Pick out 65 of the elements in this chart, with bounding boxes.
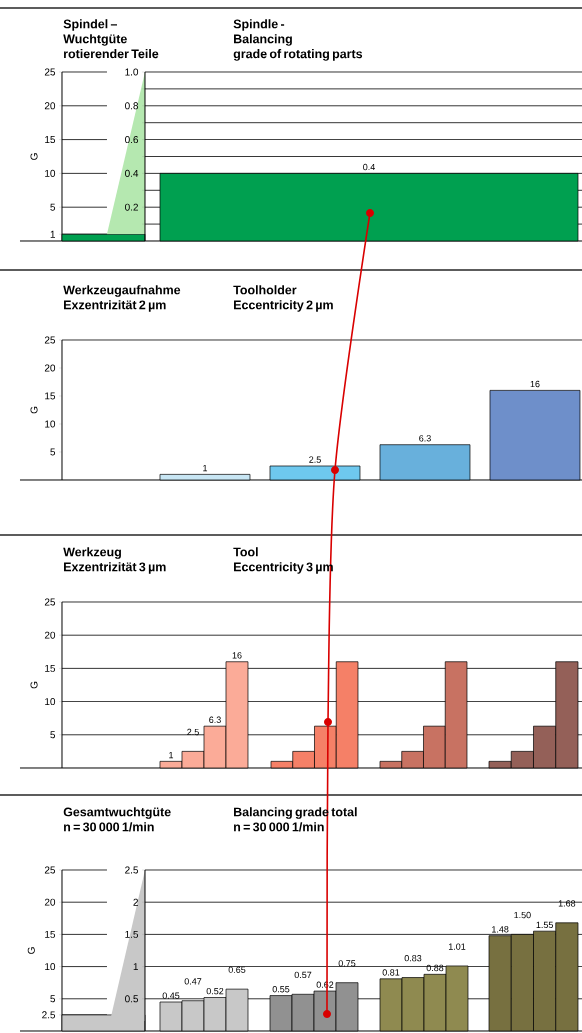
data-label: 0.81 <box>382 969 400 976</box>
y2-tick-label: 2.5 <box>125 866 139 874</box>
y2-tick-label: 0.6 <box>125 136 139 144</box>
y-tick-label: 25 <box>44 336 56 344</box>
y-tick-label: 5 <box>50 995 56 1003</box>
chart-title: Gesamtwuchtgüte n = 30 000 1/min <box>63 807 171 832</box>
y-tick-label: 5 <box>50 731 56 739</box>
y2-tick-label: 0.4 <box>125 169 139 177</box>
y-tick-label: 25 <box>44 598 56 606</box>
chart-title: Spindel – Wuchtgüte rotierender Teile <box>63 19 159 59</box>
chart-subtitle: Spindle - Balancing grade of rotating parts <box>233 19 363 61</box>
y2-tick-label: 0.8 <box>125 102 139 110</box>
data-label: 0.65 <box>228 966 246 973</box>
y2-tick-label: 2 <box>133 898 138 906</box>
y-axis-title: G <box>30 681 38 689</box>
data-label: 0.57 <box>294 971 312 979</box>
y-tick-label: 2.5 <box>42 1011 56 1019</box>
y-tick-label: 10 <box>45 169 56 177</box>
data-label: 2.5 <box>309 456 321 463</box>
data-label: 2.5 <box>187 728 199 736</box>
data-label: 1 <box>203 465 208 472</box>
data-label: 1.68 <box>558 900 576 907</box>
y-tick-label: 5 <box>50 203 56 211</box>
data-label: 1.01 <box>448 943 466 950</box>
data-label: 1.55 <box>536 921 553 928</box>
chart-subtitle: Toolholder Eccentricity 2 µm <box>233 285 333 312</box>
data-label: 0.4 <box>363 163 375 171</box>
data-label: 0.83 <box>404 954 422 962</box>
y-axis-title: G <box>30 153 38 160</box>
y-axis-title: G <box>30 406 38 414</box>
y-tick-label: 10 <box>45 963 56 971</box>
data-label: 16 <box>530 380 540 388</box>
y2-tick-label: 1.5 <box>125 930 139 938</box>
y-tick-label: 10 <box>45 420 56 428</box>
data-label: 0.75 <box>338 960 356 967</box>
y-tick-label: 20 <box>44 631 56 639</box>
data-label: 1.48 <box>492 926 509 933</box>
y2-tick-label: 0.5 <box>125 995 139 1003</box>
data-label: 0.52 <box>206 987 224 995</box>
y-tick-label: 1 <box>50 230 55 238</box>
data-label: 0.45 <box>162 992 180 999</box>
y-tick-label: 10 <box>45 698 56 706</box>
y2-tick-label: 0.2 <box>125 203 138 211</box>
data-label: 0.55 <box>272 986 290 993</box>
y-tick-label: 20 <box>44 364 56 372</box>
y-axis-title: G <box>27 947 35 954</box>
y-tick-label: 15 <box>45 136 56 144</box>
y-tick-label: 20 <box>44 898 56 906</box>
y2-tick-label: 1.0 <box>125 68 139 76</box>
y-tick-label: 20 <box>44 102 56 110</box>
y-tick-label: 5 <box>50 448 56 456</box>
data-label: 0.47 <box>184 978 202 985</box>
data-label: 16 <box>232 652 242 659</box>
chart-title: Werkzeug Exzentrizität 3 µm <box>63 547 166 574</box>
data-label: 6.3 <box>419 435 431 442</box>
y-tick-label: 15 <box>45 664 56 672</box>
chart-title: Werkzeugaufnahme Exzentrizität 2 µm <box>63 285 181 312</box>
y-tick-label: 15 <box>45 930 56 938</box>
y-tick-label: 25 <box>44 68 56 76</box>
y2-tick-label: 1 <box>133 963 138 971</box>
data-label: 1 <box>169 751 174 759</box>
data-label: 1.50 <box>514 911 531 919</box>
y-tick-label: 25 <box>44 866 56 874</box>
data-label: 6.3 <box>209 716 221 723</box>
y-tick-label: 15 <box>45 392 56 400</box>
